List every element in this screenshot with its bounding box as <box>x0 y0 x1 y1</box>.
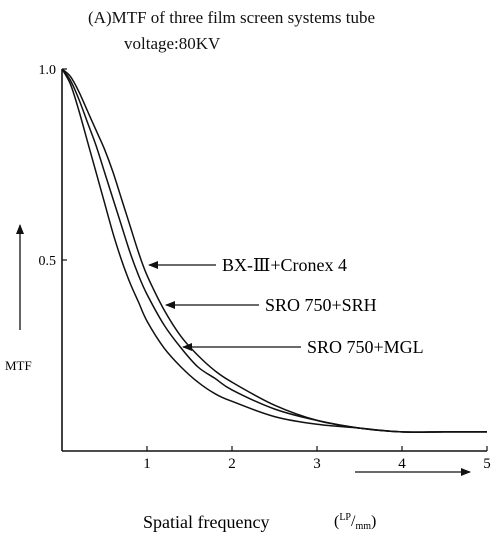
legend-label-3: SRO 750+MGL <box>307 337 424 357</box>
y-axis-label: MTF <box>5 358 32 373</box>
x-tick-label-3: 3 <box>313 456 321 472</box>
y-tick-label-1.0: 1.0 <box>39 63 57 78</box>
x-tick-label-1: 1 <box>143 456 151 472</box>
x-tick-label-2: 2 <box>228 456 236 472</box>
series-line-1 <box>61 68 487 433</box>
x-tick-label-5: 5 <box>483 456 491 472</box>
chart-title-line2: voltage:80KV <box>124 34 221 53</box>
series-line-2 <box>61 68 487 433</box>
chart-title-line1: (A)MTF of three film screen systems tube <box>88 8 376 27</box>
x-tick-label-4: 4 <box>398 456 406 472</box>
x-axis-unit: (LP/mm) <box>334 512 376 532</box>
x-axis-label: Spatial frequency <box>143 512 269 532</box>
y-tick-label-0.5: 0.5 <box>39 254 57 269</box>
legend-label-2: SRO 750+SRH <box>265 295 377 315</box>
series-line-3 <box>61 68 487 433</box>
legend-label-1: BX-Ⅲ+Cronex 4 <box>222 255 347 275</box>
